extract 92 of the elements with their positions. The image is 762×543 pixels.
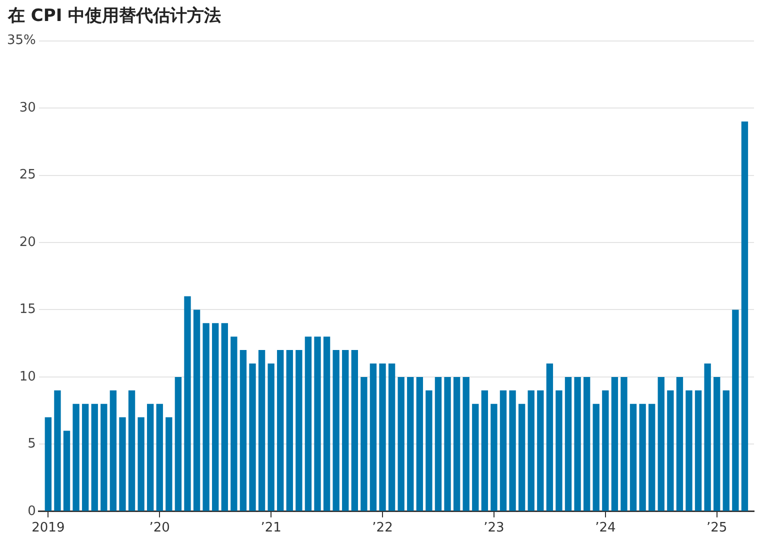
bar [630, 404, 637, 511]
bar [658, 376, 664, 511]
x-tick-label: ’22 [372, 520, 393, 536]
bar [304, 336, 312, 511]
bar [72, 404, 80, 511]
bar [174, 376, 182, 511]
bar [648, 404, 656, 511]
bar [100, 404, 108, 511]
bar [537, 390, 544, 511]
bar [564, 376, 572, 511]
bar [286, 350, 293, 511]
bar [426, 390, 432, 511]
y-tick-label: 30 [19, 100, 36, 116]
bar [146, 404, 154, 511]
x-tick-label: ’24 [595, 520, 616, 536]
bar [110, 390, 117, 511]
bar [732, 310, 739, 511]
x-tick-label: ’20 [149, 520, 170, 536]
bar [91, 404, 98, 511]
bar [444, 376, 451, 511]
bar [472, 404, 479, 511]
bar [462, 376, 470, 511]
bar [360, 376, 368, 511]
bar [416, 376, 424, 511]
bar [592, 404, 600, 511]
bar [156, 404, 163, 511]
bar [240, 350, 247, 511]
bar [694, 390, 702, 511]
bar [184, 296, 191, 511]
bar [314, 336, 321, 511]
y-tick-label: 25 [19, 168, 36, 183]
bar [268, 363, 274, 511]
x-tick-label: ’21 [260, 520, 282, 536]
bar [518, 404, 526, 511]
bar [528, 390, 534, 511]
x-tick-label: ’23 [484, 520, 504, 536]
bar [332, 350, 340, 511]
y-tick-label: 15 [19, 302, 36, 318]
y-tick-label: 35% [6, 33, 36, 48]
y-tick-label: 5 [28, 436, 36, 452]
bar [434, 376, 442, 511]
bar [639, 404, 646, 511]
chart-title: 在 CPI 中使用替代估计方法 [8, 5, 222, 27]
bar [258, 350, 266, 511]
bar [351, 350, 358, 511]
bar [54, 390, 61, 511]
bar [323, 336, 330, 511]
bar [379, 363, 386, 511]
bar [407, 376, 414, 511]
bar [398, 376, 404, 511]
bar [63, 430, 70, 511]
bar [249, 363, 256, 511]
bar [556, 390, 562, 511]
bar [277, 350, 284, 511]
bar [138, 417, 144, 511]
bar [481, 390, 488, 511]
bar [714, 376, 720, 511]
bar [193, 310, 200, 511]
bar [490, 404, 498, 511]
bar [166, 417, 172, 511]
bar [722, 390, 730, 511]
bar [611, 376, 618, 511]
bar [342, 350, 349, 511]
bar [583, 376, 590, 511]
bar [453, 376, 460, 511]
bar [202, 323, 210, 511]
bar [620, 376, 628, 511]
bar [574, 376, 581, 511]
bar [676, 376, 684, 511]
bar [741, 121, 748, 511]
bar [82, 404, 89, 511]
bar [500, 390, 507, 511]
bar [296, 350, 302, 511]
bar [686, 390, 692, 511]
bar [509, 390, 516, 511]
bar [546, 363, 554, 511]
bar [667, 390, 674, 511]
bar [119, 417, 126, 511]
bar [388, 363, 396, 511]
bar [221, 323, 228, 511]
bar [44, 417, 52, 511]
bar [370, 363, 377, 511]
y-tick-label: 20 [19, 234, 36, 250]
y-tick-label: 10 [19, 369, 36, 384]
bar [230, 336, 238, 511]
y-tick-label: 0 [28, 504, 36, 519]
x-tick-label: ’25 [706, 520, 728, 536]
bar [704, 363, 711, 511]
bar [128, 390, 136, 511]
bar [602, 390, 609, 511]
bar [212, 323, 219, 511]
x-tick-label: 2019 [32, 520, 65, 536]
